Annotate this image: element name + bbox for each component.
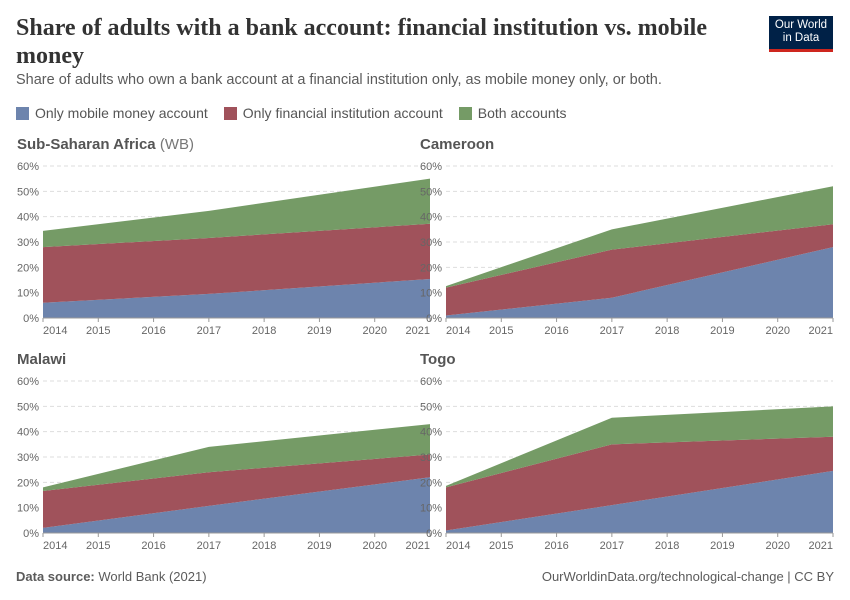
source-label: Data source: xyxy=(16,569,95,584)
source-value: World Bank (2021) xyxy=(98,569,207,584)
y-tick-label: 40% xyxy=(420,427,442,439)
area-only-mobile-money-account xyxy=(446,470,833,533)
y-tick-label: 40% xyxy=(17,212,39,224)
chart-subtitle: Share of adults who own a bank account a… xyxy=(16,72,662,88)
y-tick-label: 0% xyxy=(426,313,442,325)
x-tick-label: 2015 xyxy=(489,325,513,337)
x-tick-label: 2015 xyxy=(86,540,110,552)
area-only-mobile-money-account xyxy=(446,247,833,318)
legend-swatch xyxy=(16,106,29,120)
x-tick-label: 2014 xyxy=(446,325,470,337)
y-tick-label: 60% xyxy=(420,161,442,173)
legend-item-both[interactable]: Both accounts xyxy=(458,105,567,121)
x-tick-label: 2021 xyxy=(809,325,833,337)
legend: Only mobile money account Only financial… xyxy=(16,105,567,121)
x-tick-label: 2017 xyxy=(197,325,221,337)
x-tick-label: 2021 xyxy=(406,540,430,552)
area-only-mobile-money-account xyxy=(43,477,430,533)
y-tick-label: 40% xyxy=(17,427,39,439)
area-only-financial-institution-account xyxy=(43,454,430,528)
legend-label: Only financial institution account xyxy=(242,105,443,121)
area-both-accounts xyxy=(446,186,833,288)
legend-item-financial[interactable]: Only financial institution account xyxy=(223,105,443,121)
x-tick-label: 2019 xyxy=(710,540,734,552)
x-tick-label: 2014 xyxy=(43,540,67,552)
x-tick-label: 2016 xyxy=(141,325,165,337)
x-tick-label: 2019 xyxy=(307,540,331,552)
y-tick-label: 50% xyxy=(17,401,39,413)
y-tick-label: 30% xyxy=(420,452,442,464)
y-tick-label: 20% xyxy=(420,477,442,489)
y-tick-label: 20% xyxy=(17,262,39,274)
y-tick-label: 60% xyxy=(17,161,39,173)
y-tick-label: 60% xyxy=(17,376,39,388)
owid-logo[interactable]: Our World in Data xyxy=(769,16,833,52)
legend-item-mobile[interactable]: Only mobile money account xyxy=(16,105,208,121)
y-tick-label: 30% xyxy=(420,237,442,249)
y-tick-label: 30% xyxy=(17,452,39,464)
y-tick-label: 10% xyxy=(17,503,39,515)
y-tick-label: 0% xyxy=(426,528,442,540)
y-tick-label: 20% xyxy=(17,477,39,489)
area-only-financial-institution-account xyxy=(446,436,833,531)
panel-title: Sub-Saharan Africa (WB) xyxy=(17,136,194,153)
x-tick-label: 2019 xyxy=(307,325,331,337)
x-tick-label: 2015 xyxy=(86,325,110,337)
x-tick-label: 2018 xyxy=(252,540,276,552)
chart-title: Share of adults with a bank account: fin… xyxy=(16,15,707,69)
panel-title: Cameroon xyxy=(420,136,494,153)
area-only-mobile-money-account xyxy=(43,278,430,318)
area-only-financial-institution-account xyxy=(43,223,430,303)
x-tick-label: 2016 xyxy=(544,540,568,552)
y-tick-label: 40% xyxy=(420,212,442,224)
legend-label: Only mobile money account xyxy=(35,105,208,121)
x-tick-label: 2014 xyxy=(43,325,67,337)
area-both-accounts xyxy=(43,424,430,491)
legend-swatch xyxy=(458,106,472,120)
y-tick-label: 50% xyxy=(420,401,442,413)
y-tick-label: 60% xyxy=(420,376,442,388)
x-tick-label: 2018 xyxy=(252,325,276,337)
footer-link[interactable]: OurWorldinData.org/technological-change … xyxy=(541,569,834,584)
x-tick-label: 2017 xyxy=(197,540,221,552)
x-tick-label: 2021 xyxy=(406,325,430,337)
area-both-accounts xyxy=(446,406,833,488)
data-source: Data source: World Bank (2021) xyxy=(16,569,207,584)
legend-label: Both accounts xyxy=(477,105,567,121)
x-tick-label: 2020 xyxy=(765,325,789,337)
legend-swatch xyxy=(223,106,237,120)
y-tick-label: 10% xyxy=(420,288,442,300)
y-tick-label: 20% xyxy=(420,262,442,274)
y-tick-label: 10% xyxy=(420,503,442,515)
x-tick-label: 2020 xyxy=(765,540,789,552)
x-tick-label: 2020 xyxy=(362,325,386,337)
x-tick-label: 2016 xyxy=(544,325,568,337)
y-tick-label: 0% xyxy=(23,313,39,325)
area-only-financial-institution-account xyxy=(446,224,833,316)
panel-title: Malawi xyxy=(17,351,66,368)
x-tick-label: 2018 xyxy=(655,540,679,552)
x-tick-label: 2020 xyxy=(362,540,386,552)
x-tick-label: 2015 xyxy=(489,540,513,552)
x-tick-label: 2014 xyxy=(446,540,470,552)
x-tick-label: 2021 xyxy=(809,540,833,552)
x-tick-label: 2016 xyxy=(141,540,165,552)
x-tick-label: 2017 xyxy=(600,540,624,552)
y-tick-label: 0% xyxy=(23,528,39,540)
y-tick-label: 50% xyxy=(17,186,39,198)
panel-title: Togo xyxy=(420,351,456,368)
y-tick-label: 50% xyxy=(420,186,442,198)
y-tick-label: 10% xyxy=(17,288,39,300)
y-tick-label: 30% xyxy=(17,237,39,249)
x-tick-label: 2017 xyxy=(600,325,624,337)
x-tick-label: 2018 xyxy=(655,325,679,337)
area-both-accounts xyxy=(43,178,430,248)
x-tick-label: 2019 xyxy=(710,325,734,337)
